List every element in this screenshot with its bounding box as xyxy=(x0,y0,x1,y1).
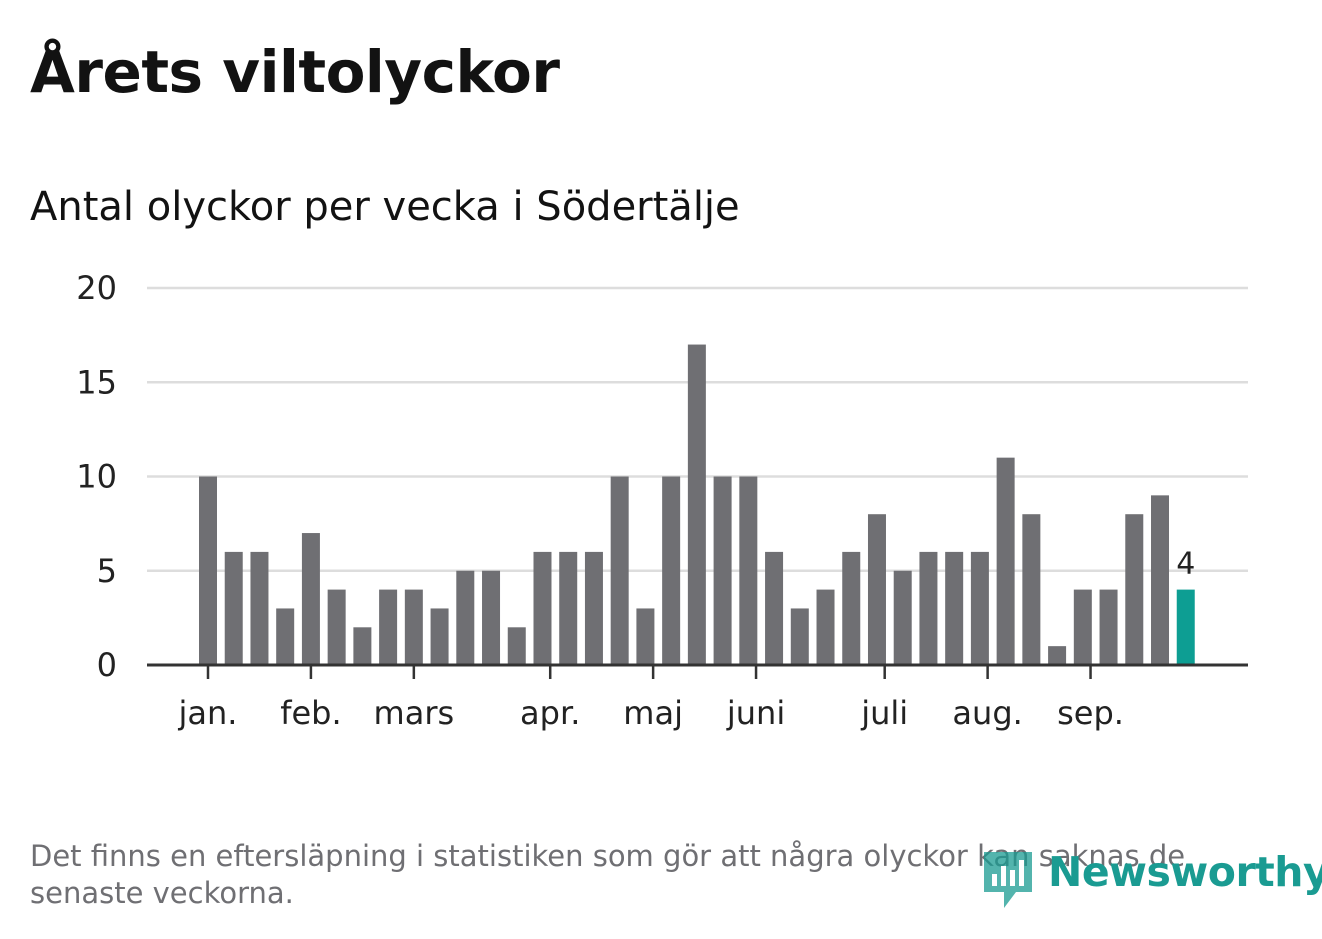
bar[interactable] xyxy=(919,551,938,665)
bar[interactable] xyxy=(1125,514,1144,665)
bar[interactable] xyxy=(867,514,886,665)
bar[interactable] xyxy=(790,608,809,665)
bar[interactable] xyxy=(430,608,449,665)
y-tick-label: 20 xyxy=(76,269,117,307)
bar[interactable] xyxy=(456,570,475,665)
newsworthy-logo-icon xyxy=(984,852,1032,908)
bar[interactable] xyxy=(970,551,989,665)
bar[interactable] xyxy=(816,589,835,665)
bar[interactable] xyxy=(250,551,269,665)
y-axis-ticks: 0 5 10 15 20 xyxy=(76,269,117,684)
x-tick-label: apr. xyxy=(520,694,580,732)
bar[interactable] xyxy=(1048,646,1067,665)
bar[interactable] xyxy=(1151,495,1170,665)
bar[interactable] xyxy=(945,551,964,665)
newsworthy-logo[interactable]: Newsworthy xyxy=(980,846,1322,914)
bar[interactable] xyxy=(584,551,603,665)
bar[interactable] xyxy=(610,476,629,666)
x-tick-label: feb. xyxy=(280,694,341,732)
bar[interactable] xyxy=(636,608,655,665)
bar[interactable] xyxy=(1099,589,1118,665)
chart-subtitle: Antal olyckor per vecka i Södertälje xyxy=(30,184,740,230)
x-tick-label: aug. xyxy=(952,694,1022,732)
bar[interactable] xyxy=(1022,514,1041,665)
bar[interactable] xyxy=(662,476,681,666)
x-tick-label: mars xyxy=(374,694,455,732)
bar[interactable] xyxy=(842,551,861,665)
bar[interactable] xyxy=(533,551,552,665)
chart-title: Årets viltolyckor xyxy=(30,38,560,106)
newsworthy-logo-text: Newsworthy xyxy=(1048,848,1322,896)
x-tick-label: sep. xyxy=(1057,694,1124,732)
x-tick-label: juli xyxy=(860,694,908,732)
bar[interactable] xyxy=(276,608,295,665)
bar[interactable] xyxy=(559,551,578,665)
y-tick-label: 10 xyxy=(76,458,117,496)
bar[interactable] xyxy=(713,476,732,666)
latest-value-label: 4 xyxy=(1176,547,1195,582)
bar[interactable] xyxy=(224,551,243,665)
x-axis: jan. feb. mars apr. maj juni juli aug. sep. xyxy=(147,663,1248,732)
bar[interactable] xyxy=(301,533,320,665)
data-labels: 4 xyxy=(1176,547,1195,582)
y-tick-label: 0 xyxy=(97,646,117,684)
y-tick-label: 15 xyxy=(76,363,117,401)
bar[interactable] xyxy=(507,627,526,665)
bar-chart: 0 5 10 15 20 jan. feb. mars apr. maj juni juli aug.… xyxy=(76,269,1248,732)
bar[interactable] xyxy=(353,627,372,665)
bar[interactable] xyxy=(996,457,1015,665)
bar-latest-week[interactable] xyxy=(1176,589,1195,665)
bar[interactable] xyxy=(739,476,758,666)
y-tick-label: 5 xyxy=(97,552,117,590)
bar[interactable] xyxy=(687,344,706,665)
bar[interactable] xyxy=(893,570,912,665)
bar[interactable] xyxy=(199,476,217,666)
bar[interactable] xyxy=(379,589,398,665)
bar[interactable] xyxy=(765,551,784,665)
x-tick-label: maj xyxy=(623,694,683,732)
bar[interactable] xyxy=(482,570,501,665)
x-tick-label: jan. xyxy=(178,694,238,732)
bar[interactable] xyxy=(404,589,423,665)
bars xyxy=(199,344,1195,666)
x-tick-label: juni xyxy=(726,694,785,732)
bar[interactable] xyxy=(1073,589,1092,665)
bar[interactable] xyxy=(327,589,346,665)
